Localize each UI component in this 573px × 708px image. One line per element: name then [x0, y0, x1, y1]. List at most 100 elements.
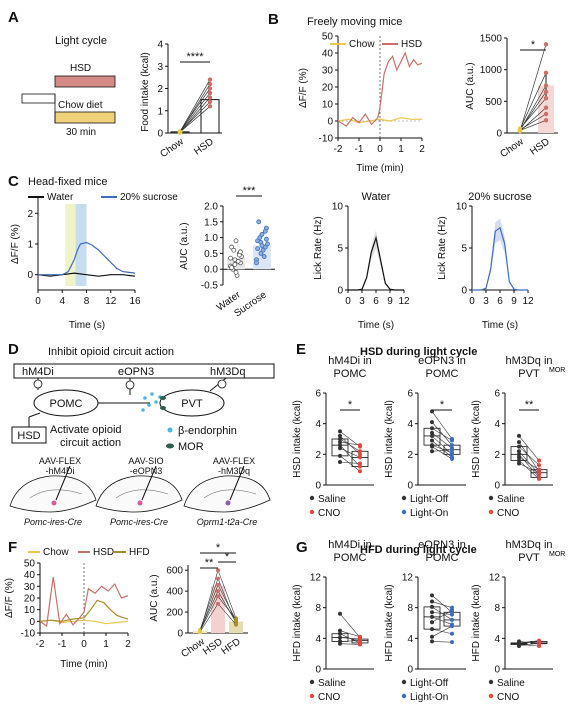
pair-line	[431, 595, 453, 613]
panel-c-trace-x-tick-label: 12	[105, 296, 117, 307]
panel-c-lick-water-y-tick-label: 0	[337, 286, 343, 297]
point-control	[517, 433, 521, 438]
point-control	[430, 599, 434, 604]
panel-g-1-y-tick-label: 0	[407, 665, 413, 676]
panel-e-1-y-tick-label: 4	[407, 419, 413, 430]
panel-g-y-label-2: HFD intake (kcal)	[471, 584, 482, 661]
legend-treatment: CNO	[497, 508, 519, 519]
panel-c-lick-sucrose-x-tick-label: 9	[511, 296, 517, 307]
panel-c-reward-window	[75, 204, 87, 286]
panel-e-y-label-1: HSD intake (kcal)	[384, 400, 395, 478]
sig-label: **	[525, 399, 534, 411]
pair-line	[339, 630, 361, 638]
point-control	[338, 611, 342, 616]
panel-a-x-tick-label: HSD	[192, 136, 216, 157]
panel-c-series-water	[37, 272, 136, 277]
panel-f-x-label: Time (min)	[60, 659, 107, 670]
panel-b-auc-point-hsd	[543, 111, 549, 117]
chow-box	[54, 111, 116, 124]
panel-e-2-y-tick-label: 2	[494, 450, 500, 461]
panel-d-hm3dq: hM3Dq	[210, 366, 245, 378]
panel-a-y-tick-label: 3	[157, 62, 163, 73]
panel-c-auc-point	[228, 255, 233, 261]
point-treatment	[450, 456, 454, 461]
panel-c-lick-water-title: Water	[362, 191, 391, 203]
panel-c-title: Head-fixed mice	[28, 176, 107, 188]
panel-f-sig-1: **	[205, 557, 214, 569]
pair-line	[518, 641, 540, 644]
pair-line	[339, 431, 361, 447]
panel-c-trace-y-tick-label: 2	[27, 209, 33, 220]
panel-b-auc-point-hsd	[543, 42, 549, 47]
point-treatment	[537, 467, 541, 472]
mor-receptor-icon	[160, 406, 166, 410]
pair-line	[431, 641, 453, 643]
panel-b-trace-y-tick-label: 20	[322, 83, 334, 94]
pair-line	[518, 454, 540, 478]
panel-g-0-y-tick-label: 8	[315, 603, 321, 614]
panel-b-series-chow	[337, 116, 422, 124]
point-treatment	[450, 624, 454, 629]
panel-a-x-tick-label: Chow	[158, 136, 186, 160]
point-control	[430, 634, 434, 639]
b-endorphin-icon	[147, 403, 151, 407]
panel-e-y-label-0: HSD intake (kcal)	[292, 400, 303, 478]
subtitle-1: eOPN3 in	[418, 539, 466, 551]
panel-e-0-y-tick-label: 2	[315, 450, 321, 461]
b-endorphin-icon	[141, 408, 145, 412]
panel-c-auc-point	[255, 246, 261, 252]
point-treatment	[358, 469, 362, 474]
panel-f-legend-0: Chow	[43, 547, 69, 558]
point-treatment	[450, 443, 454, 448]
injection-site-icon	[51, 500, 57, 506]
panel-f-trace-y-tick-label: -10	[21, 629, 36, 640]
point-control	[338, 437, 342, 441]
panel-f-trace-x-tick-label: -1	[58, 639, 67, 650]
panel-c-trace-y-tick-label: 0	[27, 270, 33, 281]
mouse-line-2: Oprm1-t2a-Cre	[197, 517, 258, 527]
panel-c-trace-x-tick-label: 16	[129, 296, 141, 307]
legend-treatment: CNO	[318, 508, 340, 519]
legend-treatment-dot	[309, 693, 315, 699]
pair-line	[518, 451, 540, 475]
panel-a-bar-hsd	[200, 99, 220, 134]
point-treatment	[537, 644, 541, 648]
legend-control: Saline	[318, 678, 346, 689]
panel-c-lick-water-x-label: Time (s)	[358, 320, 394, 331]
virus-name-1: AAV-SIO	[128, 456, 163, 466]
panel-d-eopn3: eOPN3	[118, 366, 154, 378]
point-control	[430, 433, 434, 438]
subtitle-region-1: POMC	[426, 368, 459, 380]
panel-c-auc-point	[237, 249, 243, 255]
brain-contour	[29, 489, 83, 499]
subtitle-region-0: POMC	[334, 368, 367, 380]
b-endorphin-icon	[143, 396, 147, 400]
panel-g-2-y-tick-label: 4	[494, 634, 500, 645]
panel-c-auc-point	[229, 265, 235, 271]
point-control	[517, 641, 521, 646]
point-treatment	[450, 447, 454, 452]
virus-construct-1: -eOPN3	[130, 466, 163, 476]
panel-c-auc-point	[259, 232, 265, 237]
panel-f-auc-y-tick-label: 600	[166, 566, 183, 577]
legend-control-dot	[488, 679, 494, 685]
point-control	[430, 449, 434, 454]
timeline-box	[21, 93, 56, 104]
panel-b-trace-y-tick-label: 10	[322, 100, 334, 111]
panel-f-auc-point	[234, 622, 238, 627]
panel-c-x-label: Time (s)	[69, 320, 105, 331]
point-control	[517, 461, 521, 466]
panel-c-lick-sucrose-x-tick-label: 3	[483, 296, 489, 307]
pair-line	[339, 613, 361, 638]
panel-c-auc-point	[233, 238, 239, 244]
panel-c-auc-y-tick-label: 0.5	[204, 249, 218, 260]
panel-b-series-hsd	[337, 51, 423, 127]
chow-box-label: Chow diet	[58, 100, 103, 111]
panel-b-trace-x-tick-label: -1	[355, 144, 364, 155]
panel-c-auc-y-label: AUC (a.u.)	[179, 222, 190, 269]
panel-f-trace-x-tick-label: 2	[125, 639, 131, 650]
panel-f-legend-2: HFD	[129, 547, 150, 558]
panel-letter-f: F	[8, 539, 17, 556]
point-treatment	[358, 642, 362, 647]
panel-c-lick-water-mean-line	[348, 235, 404, 291]
